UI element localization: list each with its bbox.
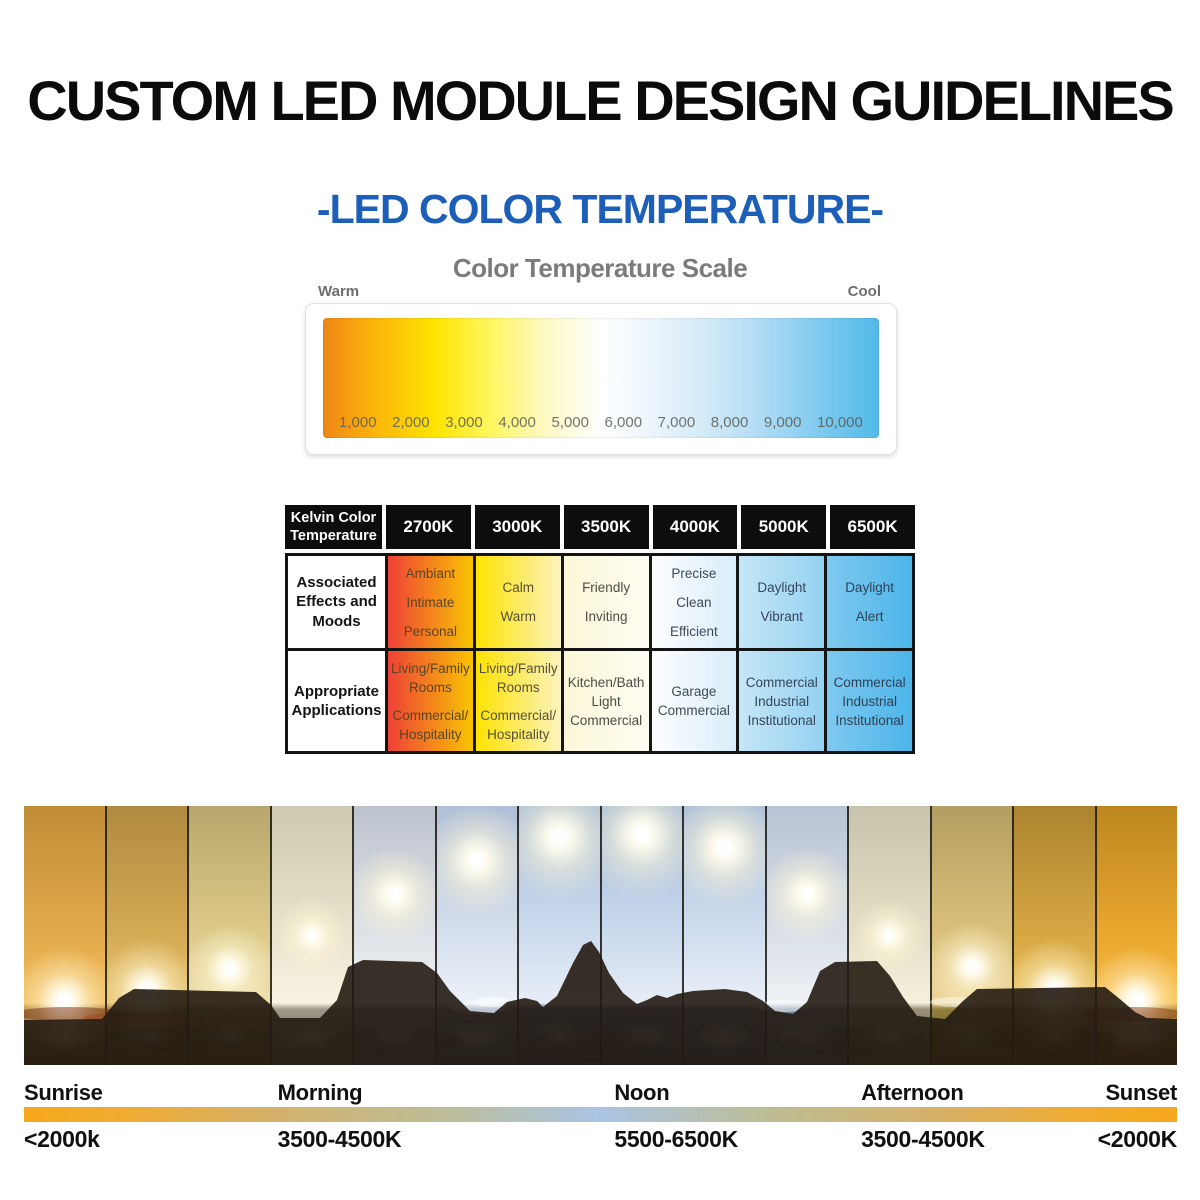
page-subtitle: -LED COLOR TEMPERATURE- [316, 186, 884, 233]
kelvin-table-header: Kelvin Color Temperature 2700K 3000K 3500K 4… [285, 505, 915, 549]
kelvin-tick: 6,000 [604, 414, 643, 431]
kelvin-tick: 2,000 [392, 414, 430, 431]
cell-line: Intimate [406, 594, 455, 610]
kelvin-column-header-4000K: 4000K [652, 505, 738, 549]
cell-line: Daylight [845, 580, 894, 595]
cell-line: Industrial [754, 693, 810, 709]
kelvin-tick: 4,000 [498, 414, 536, 431]
cell-line: Commercial [833, 674, 906, 690]
applications-cell-3000K: Living/Family Rooms Commercial/Hospitality [475, 651, 561, 751]
cell-line: Living/Family [391, 660, 470, 676]
cell-line: Light [591, 693, 621, 709]
cell-line: Commercial/ [480, 707, 557, 723]
time-name-sunset: Sunset [1105, 1080, 1177, 1105]
cell-line: Garage [671, 684, 717, 699]
kelvin-tick: 5,000 [551, 414, 589, 431]
moods-cell-2700K: Ambiant Intimate Personal [388, 556, 473, 648]
cell-line: Living/Family [478, 660, 558, 676]
cool-label: Cool [847, 283, 881, 300]
applications-cell-2700K: Living/Family Rooms Commercial/Hospitality [388, 651, 473, 751]
applications-cell-3500K: Kitchen/Bath Light Commercial [563, 651, 649, 751]
moods-cell-5000K: Daylight Vibrant [739, 556, 825, 648]
cell-line: Rooms [496, 679, 540, 695]
applications-cell-5000K: Commercial Industrial Institutional [739, 651, 825, 751]
moods-cell-3500K: Friendly Inviting [563, 556, 649, 648]
moods-cell-4000K: Precise Clean Efficient [651, 556, 737, 648]
kelvin-column-header-6500K: 6500K [830, 505, 915, 549]
cell-line: Commercial [570, 712, 643, 728]
time-of-day-gradient-bar [24, 1107, 1177, 1122]
cell-line: Precise [671, 565, 717, 581]
cell-line: Rooms [409, 679, 452, 695]
moods-cell-6500K: Daylight Alert [827, 556, 912, 648]
time-kelvin-morning: 3500-4500K [277, 1126, 402, 1152]
time-kelvin-afternoon: 3500-4500K [861, 1126, 985, 1152]
time-of-day-kelvin-labels: <2000k 3500-4500K 5500-6500K 3500-4500K <200… [24, 1126, 1177, 1152]
time-kelvin-sunrise: <2000k [24, 1126, 100, 1152]
cell-line: Warm [500, 609, 536, 624]
kelvin-tick: 1,000 [339, 414, 377, 431]
time-name-sunrise: Sunrise [24, 1080, 103, 1105]
kelvin-column-header-5000K: 5000K [741, 505, 827, 549]
cell-line: Daylight [757, 580, 807, 595]
time-of-day-labels: Sunrise Morning Noon Afternoon Sunset [24, 1080, 1177, 1106]
kelvin-column-header-3500K: 3500K [563, 505, 649, 549]
cell-line: Alert [855, 609, 884, 624]
time-name-afternoon: Afternoon [861, 1080, 964, 1105]
landscape-overlay [24, 941, 1177, 1065]
moods-cell-3000K: Calm Warm [475, 556, 561, 648]
row-label-text: Associated Effects and Moods [296, 573, 377, 630]
kelvin-tick-labels: 1,000 2,000 3,000 4,000 5,000 6,000 7,000 8,000… [323, 414, 879, 431]
sunrise-cloud [24, 1007, 124, 1021]
cell-line: Clean [676, 594, 712, 610]
color-temperature-scale-card: 1,000 2,000 3,000 4,000 5,000 6,000 7,000 8,000… [305, 303, 897, 455]
kelvin-tick: 7,000 [657, 414, 696, 431]
scale-heading: Color Temperature Scale [452, 253, 748, 283]
kelvin-tick: 10,000 [816, 414, 863, 431]
time-name-noon: Noon [614, 1080, 670, 1105]
cell-line: Industrial [842, 693, 897, 709]
cell-line: Institutional [835, 712, 904, 728]
row-label-moods: Associated Effects and Moods [288, 556, 385, 648]
cell-line: Friendly [582, 580, 631, 595]
kelvin-tick: 3,000 [445, 414, 483, 431]
kelvin-column-header-3000K: 3000K [474, 505, 560, 549]
cell-line: Commercial [745, 674, 818, 690]
kelvin-table-body: Associated Effects and Moods Ambiant Intim… [285, 553, 915, 754]
cell-line: Commercial [657, 703, 730, 718]
cell-line: Vibrant [760, 609, 803, 624]
cloud [472, 997, 512, 1007]
cell-line: Personal [403, 623, 458, 639]
cell-line: Calm [502, 580, 534, 595]
page-title: CUSTOM LED MODULE DESIGN GUIDELINES [27, 68, 1174, 132]
row-label-text: Appropriate Applications [291, 682, 382, 720]
kelvin-table-corner-cell: Kelvin Color Temperature [285, 505, 382, 549]
applications-cell-6500K: Commercial Industrial Institutional [827, 651, 912, 751]
cell-line: Institutional [747, 712, 816, 728]
day-cycle-photo-strip [24, 806, 1177, 1065]
cell-line: Commercial/ [392, 707, 469, 723]
color-temperature-gradient-bar: 1,000 2,000 3,000 4,000 5,000 6,000 7,000 8,000… [323, 318, 879, 438]
applications-cell-4000K: Garage Commercial [651, 651, 737, 751]
cell-line: Hospitality [399, 726, 462, 742]
kelvin-tick: 8,000 [710, 414, 749, 431]
cell-line: Hospitality [487, 726, 550, 742]
time-kelvin-noon: 5500-6500K [614, 1126, 738, 1152]
cell-line: Kitchen/Bath [567, 674, 645, 690]
cell-line: Efficient [670, 623, 718, 639]
row-label-applications: Appropriate Applications [288, 651, 385, 751]
cell-line: Ambiant [405, 565, 456, 581]
time-name-morning: Morning [277, 1080, 363, 1105]
kelvin-tick: 9,000 [763, 414, 802, 431]
kelvin-color-temperature-table: Kelvin Color Temperature 2700K 3000K 3500K 4… [285, 505, 915, 754]
warm-label: Warm [318, 283, 360, 300]
time-kelvin-sunset: <2000K [1097, 1126, 1178, 1152]
cell-line: Inviting [584, 609, 628, 624]
kelvin-column-header-2700K: 2700K [386, 505, 471, 549]
mountains-silhouette [24, 941, 1177, 1065]
